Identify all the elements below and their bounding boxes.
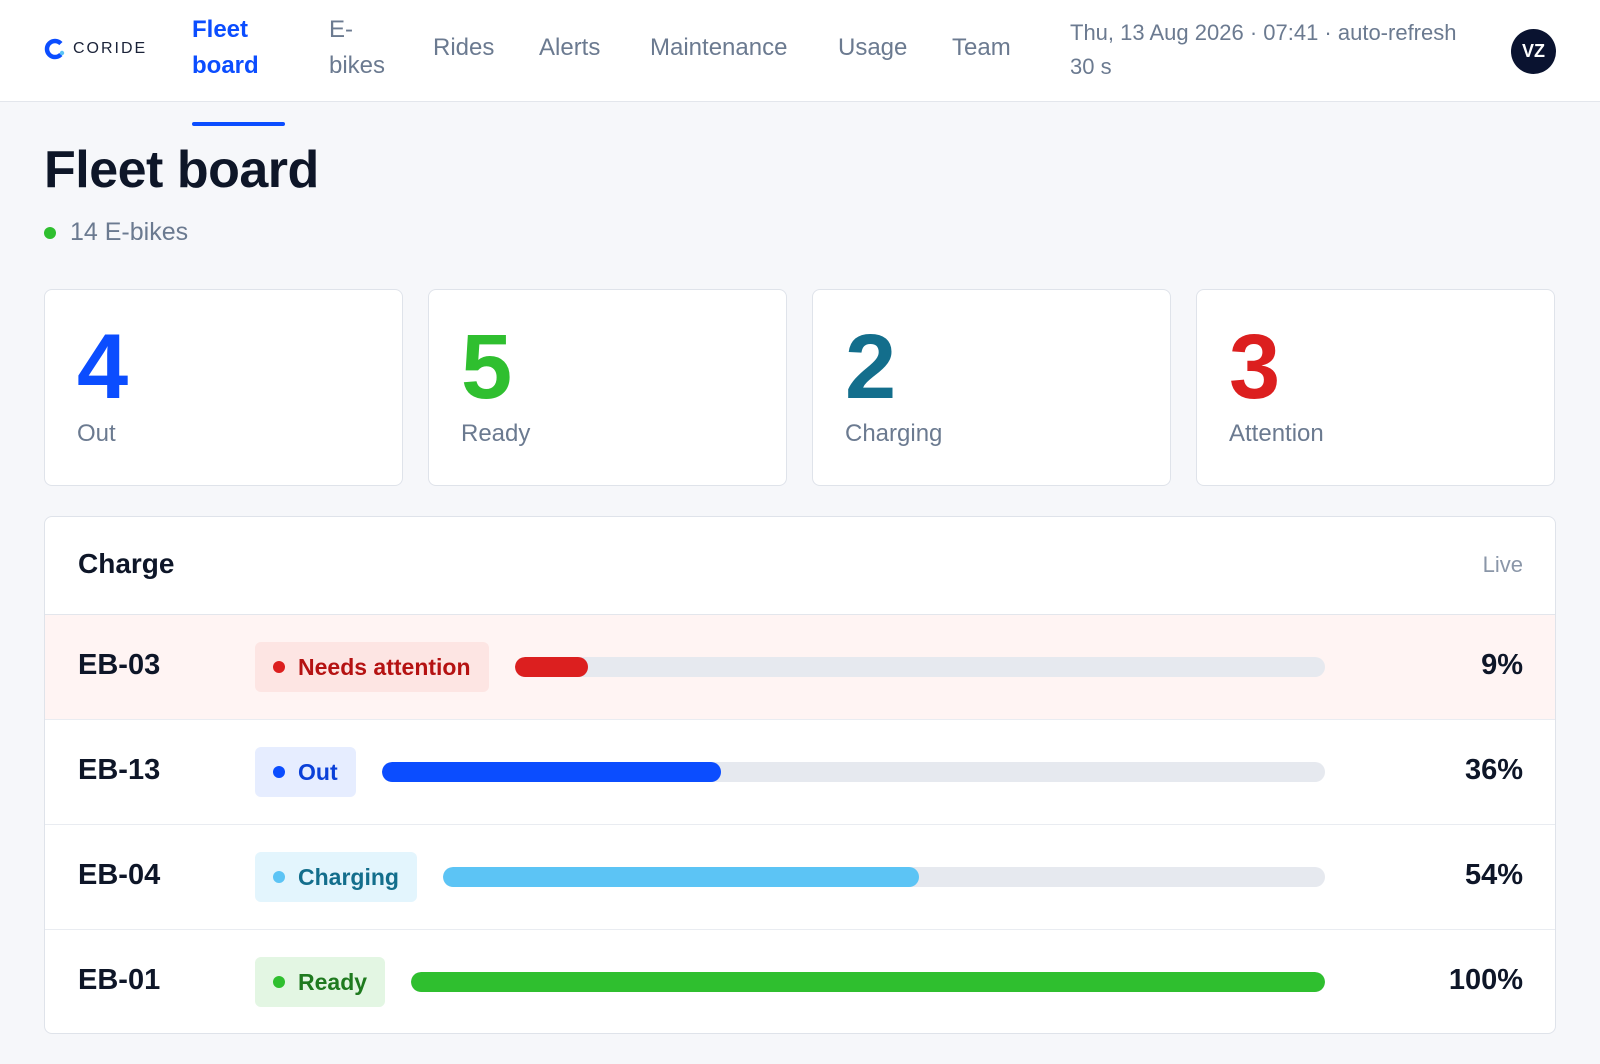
stat-value: 4 [77,316,129,418]
charge-row-eb-01[interactable]: EB-01 Ready 100% [45,930,1555,1033]
battery-bar-track [382,762,1325,782]
charge-row-eb-04[interactable]: EB-04 Charging 54% [45,825,1555,930]
battery-bar-track [443,867,1325,887]
stat-label: Out [77,420,116,447]
stat-card-attention[interactable]: 3 Attention [1196,289,1555,486]
battery-bar-fill [411,972,1325,992]
charge-panel-header: Charge Live [45,517,1555,615]
battery-bar-fill [515,657,588,677]
stat-value: 2 [845,316,897,418]
bike-id: EB-04 [78,859,161,891]
top-navigation-bar: CORIDE Fleet board E-bikes Rides Alerts … [0,0,1600,102]
status-badge-label: Ready [298,968,368,995]
status-dot-icon [273,976,285,988]
status-badge: Charging [255,852,417,902]
nav-tab-usage[interactable]: Usage [838,34,908,61]
stat-card-ready[interactable]: 5 Ready [428,289,787,486]
battery-percent: 9% [1481,649,1523,681]
battery-bar-fill [443,867,920,887]
status-badge: Needs attention [255,642,489,692]
live-indicator: Live [1482,552,1523,577]
charge-panel-title: Charge [78,548,175,579]
status-badge: Out [255,747,356,797]
charge-row-eb-13[interactable]: EB-13 Out 36% [45,720,1555,825]
battery-bar-track [411,972,1325,992]
status-badge-label: Charging [298,863,399,890]
online-status-dot-icon [44,226,56,239]
stat-label: Ready [461,420,531,447]
status-badge-label: Out [298,758,338,785]
charge-row-eb-03[interactable]: EB-03 Needs attention 9% [45,615,1555,720]
status-dot-icon [273,661,285,673]
stat-card-charging[interactable]: 2 Charging [812,289,1171,486]
battery-percent: 36% [1464,754,1523,786]
active-tab-indicator [192,122,285,126]
stat-value: 3 [1229,316,1281,418]
fleet-count: 14 E-bikes [44,218,188,247]
status-dot-icon [273,766,285,778]
battery-percent: 100% [1448,964,1523,996]
bike-id: EB-13 [78,754,161,786]
nav-tab-alerts[interactable]: Alerts [539,34,601,61]
fleet-count-label: 14 E-bikes [70,218,189,246]
stat-label: Charging [845,420,943,447]
nav-tab-maintenance[interactable]: Maintenance [650,34,788,61]
status-dot-icon [273,871,285,883]
nav-tab-team[interactable]: Team [952,34,1011,61]
bike-id: EB-03 [78,649,161,681]
nav-tab-e-bikes[interactable]: E-bikes [329,16,386,79]
battery-bar-track [515,657,1325,677]
page-title: Fleet board [44,141,319,199]
bike-id: EB-01 [78,964,161,996]
stat-label: Attention [1229,420,1324,447]
brand-logo[interactable]: CORIDE [44,38,147,60]
status-badge: Ready [255,957,386,1007]
user-avatar[interactable]: VZ [1511,29,1556,74]
charge-panel: Charge Live EB-03 Needs attention 9% EB-… [44,516,1556,1034]
nav-tab-fleet-board[interactable]: Fleet board [192,16,259,79]
nav-tab-rides[interactable]: Rides [433,34,495,61]
coride-logo-icon [44,38,66,60]
battery-percent: 54% [1464,859,1523,891]
datetime-refresh-status: Thu, 13 Aug 2026 · 07:41 · auto-refresh … [1070,20,1457,79]
status-badge-label: Needs attention [298,653,471,680]
battery-bar-fill [382,762,722,782]
stat-card-out[interactable]: 4 Out [44,289,403,486]
stat-value: 5 [461,316,513,418]
brand-name: CORIDE [73,40,148,57]
